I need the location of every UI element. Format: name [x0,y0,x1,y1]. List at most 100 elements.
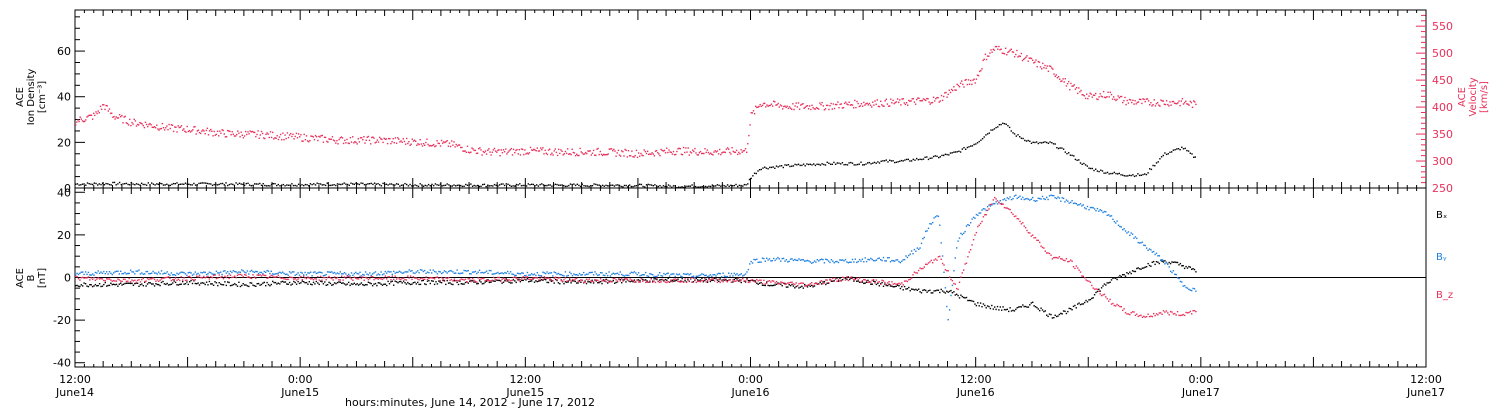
by-series-point [455,272,457,274]
bz-series-point [329,277,332,279]
bx-series-point [262,282,264,284]
bz-series-point [984,214,986,216]
bz-series-point [829,278,831,280]
velocity-series-point [676,150,678,153]
bz-series-point [467,278,469,280]
velocity-series-point [242,137,245,139]
by-series-point [191,274,194,276]
bz-series-point [1029,232,1031,234]
bz-series-point [149,278,151,280]
bz-series-point [124,278,126,281]
bx-series-point [162,280,164,283]
bz-series-point [360,277,363,280]
bz-series-point [241,274,243,276]
velocity-series-point [948,89,950,91]
bz-series-point [635,280,637,283]
density-series-point [83,183,85,185]
by-series-point [1179,280,1182,283]
bz-series-point [535,277,537,279]
bx-series-point [538,280,540,282]
bz-series-point [253,276,256,278]
by-series-point [747,268,750,271]
by-series-point [618,273,620,276]
bx-series-point [369,282,371,284]
velocity-series-point [527,153,529,155]
velocity-series-point [359,137,362,139]
bz-series-point [1141,316,1144,318]
velocity-series-point [1101,96,1104,98]
by-series-point [207,273,209,275]
density-series-point [1056,147,1058,149]
velocity-series-point [904,103,907,106]
density-series-point [661,186,663,188]
velocity-series-point [481,154,483,156]
bx-series-point [929,289,931,291]
velocity-series-point [684,151,686,154]
velocity-series-point [811,104,813,106]
density-series-point [774,167,776,169]
bz-series-point [80,277,82,279]
velocity-series-point [392,138,394,140]
by-series-point [834,261,837,263]
velocity-series-point [463,150,465,152]
velocity-series-point [637,152,640,154]
density-series-point [367,183,369,185]
bz-series-point [272,275,274,277]
density-series-point [539,183,541,186]
bz-series-point [388,276,391,278]
velocity-series-point [281,139,283,141]
density-series-point [750,177,752,180]
by-series-point [196,273,198,275]
bz-series-point [698,280,700,282]
velocity-series-point [869,104,872,106]
by-series-point [751,262,754,264]
by-series-point [1164,263,1166,265]
by-series-point [257,272,260,275]
by-series-point [981,209,983,211]
bz-series-point [1075,265,1077,267]
velocity-series-point [1007,51,1009,54]
velocity-series-point [239,136,241,138]
bz-series-point [355,277,357,279]
density-series-point [588,185,590,188]
velocity-series-point [699,150,702,153]
by-series-point [86,273,88,275]
velocity-series-point [1182,103,1185,105]
velocity-series-point [937,97,939,99]
by-series-point [1003,198,1006,200]
velocity-series-point [529,146,532,149]
by-series-point [462,272,464,274]
bx-series-point [234,283,236,285]
by-series-point [450,270,453,272]
bx-series-point [366,284,368,286]
density-series-point [152,183,155,185]
by-series-point [809,261,811,263]
by-series-point [1165,262,1168,264]
velocity-series-point [385,138,388,140]
by-series-point [563,275,565,277]
by-series-point [711,275,713,278]
by-series-point [332,272,334,274]
density-series-point [843,164,845,166]
velocity-series-point [1135,103,1137,105]
bz-series-point [277,274,279,276]
bz-series-point [194,279,196,281]
velocity-series-point [365,139,367,141]
bz-series-point [842,276,844,278]
velocity-series-point [296,137,299,139]
by-series-point [518,272,520,275]
velocity-series-point [1118,97,1120,99]
velocity-series-point [390,142,392,145]
velocity-series-point [972,79,974,81]
velocity-series-point [550,153,552,156]
bz-series-point [1001,203,1003,205]
velocity-series-point [313,138,316,141]
bz-series-point [431,277,433,279]
density-series-point [259,182,261,185]
velocity-series-point [848,101,850,103]
by-series-point [341,273,343,275]
bz-series-point [1099,293,1101,295]
bx-series-point [712,279,714,281]
velocity-series-point [202,129,204,131]
bz-series-point [989,203,992,206]
